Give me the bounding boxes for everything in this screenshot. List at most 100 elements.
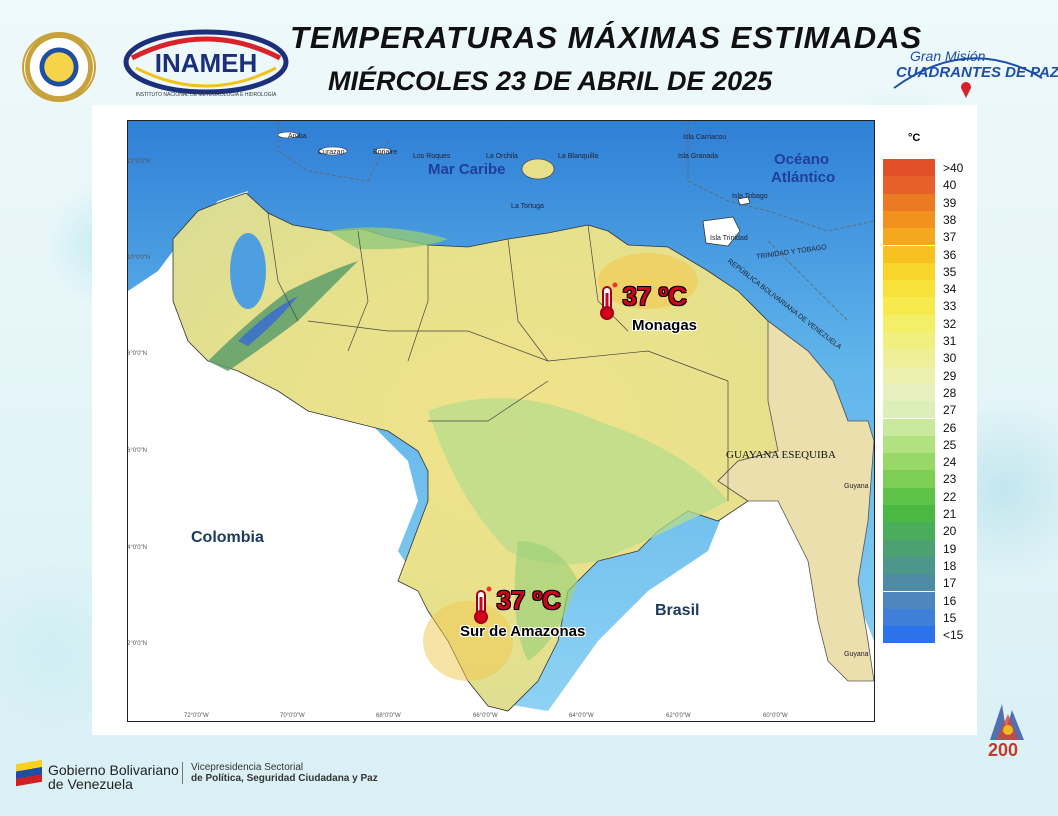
legend-row: 35 <box>882 262 972 281</box>
legend-swatch <box>883 435 935 454</box>
legend-label: 32 <box>943 316 957 331</box>
country-label-brasil: Brasil <box>655 602 700 619</box>
inameh-logo-text: INAMEH <box>155 48 258 78</box>
amazonas-warm-area <box>423 601 513 681</box>
legend-swatch <box>883 262 935 281</box>
legend-swatch <box>883 314 935 332</box>
lon-tick: 70°0'0"W <box>280 713 305 719</box>
hotspot-temperature: 37 ºC <box>496 585 561 616</box>
legend-row: 40 <box>882 176 972 194</box>
island-label: Aruba <box>288 133 307 140</box>
legend-row: 32 <box>882 314 972 332</box>
legend-row: <15 <box>882 626 972 644</box>
legend-label: 17 <box>943 576 957 591</box>
monagas-warm-area <box>598 253 698 309</box>
legend-swatch <box>883 608 935 627</box>
hotspot-region: Sur de Amazonas <box>460 623 586 640</box>
legend-label: 31 <box>943 334 957 348</box>
legend-label: 40 <box>943 178 957 193</box>
legend-swatch <box>883 626 935 644</box>
header: INAMEH INSTITUTO NACIONAL DE METEOROLOGÍ… <box>0 0 1058 105</box>
vicepresidencia-logo: Vicepresidencia Sectorial de Política, S… <box>182 762 378 784</box>
guyana-label: Guyana <box>844 651 869 658</box>
gobierno-line2: de Venezuela <box>48 776 133 792</box>
legend-swatch <box>883 228 935 246</box>
legend-label: 37 <box>943 230 957 245</box>
legend-row: 39 <box>882 193 972 211</box>
legend-label: 30 <box>943 351 957 366</box>
guyana-label: Guyana <box>844 483 869 490</box>
andes-cold-area <box>238 296 298 346</box>
legend-swatch <box>883 297 935 315</box>
neighbor-countries <box>128 191 874 721</box>
state-borders <box>267 212 729 501</box>
island-label: Bonaire <box>373 149 398 156</box>
legend-swatch <box>883 280 935 298</box>
margarita-island <box>521 158 555 180</box>
curazao-island <box>318 146 348 156</box>
legend-row: 38 <box>882 210 972 229</box>
legend-label: 25 <box>943 437 957 452</box>
legend-label: 21 <box>943 507 957 521</box>
temperature-legend: °C >40 40 39 38 37 36 35 34 33 32 31 30 29 28 27 26 25 24… <box>882 132 972 672</box>
legend-label: 24 <box>943 455 957 470</box>
lon-tick: 68°0'0"W <box>376 713 401 719</box>
legend-row: 27 <box>882 401 972 419</box>
lat-tick: 2°0'0"N <box>127 641 148 647</box>
legend-swatch <box>883 453 935 471</box>
gran-mision-line2: CUADRANTES DE PAZ <box>896 64 1058 81</box>
legend-label: <15 <box>943 628 964 643</box>
legend-swatch <box>883 418 935 436</box>
sea-label-caribe: Mar Caribe <box>428 161 506 178</box>
legend-row: 25 <box>882 435 972 454</box>
legend-label: 38 <box>943 212 957 227</box>
legend-swatch <box>883 245 935 263</box>
legend-label: 20 <box>943 524 957 539</box>
ministry-seal-logo <box>22 32 96 102</box>
legend-swatch <box>883 159 935 177</box>
inameh-logo-caption: INSTITUTO NACIONAL DE METEOROLOGÍA E HID… <box>136 91 277 98</box>
lat-tick: 6°0'0"N <box>127 448 148 454</box>
trinidad-island <box>702 216 741 247</box>
legend-label: 27 <box>943 403 957 418</box>
sea-label-atlantico-1: Océano <box>774 151 830 168</box>
map-drawing <box>128 121 874 721</box>
legend-swatch <box>883 210 935 229</box>
legend-swatch <box>883 539 935 557</box>
footer: Gobierno Bolivariano de Venezuela Vicepr… <box>0 750 1058 816</box>
legend-row: 19 <box>882 539 972 557</box>
legend-row: 26 <box>882 418 972 436</box>
temperature-map: Mar Caribe Océano Atlántico Colombia Bra… <box>127 120 875 722</box>
legend-label: 34 <box>943 282 957 297</box>
legend-label: 22 <box>943 489 957 504</box>
legend-label: 28 <box>943 385 957 400</box>
legend-row: 33 <box>882 297 972 315</box>
sea-label-atlantico-2: Atlántico <box>771 169 836 186</box>
gran-mision-line1: Gran Misión <box>910 48 986 64</box>
legend-label: 26 <box>943 420 957 435</box>
amazonas-highlands <box>514 541 578 661</box>
legend-swatch <box>883 487 935 505</box>
legend-row: 36 <box>882 245 972 263</box>
island-label: Isla Trinidad <box>710 235 748 242</box>
island-label: La Tortuga <box>511 203 544 210</box>
gran-mision-arc-icon <box>893 57 1043 98</box>
legend-row: 17 <box>882 574 972 592</box>
legend-row: 24 <box>882 453 972 471</box>
legend-unit: °C <box>908 132 921 144</box>
legend-swatch <box>883 193 935 211</box>
thermometer-icon <box>600 282 618 320</box>
legend-label: 15 <box>943 610 957 625</box>
lat-tick: 8°0'0"N <box>127 351 148 357</box>
gobierno-line1: Gobierno Bolivariano <box>48 762 179 778</box>
legend-label: 36 <box>943 247 957 262</box>
legend-swatch <box>883 349 935 367</box>
legend-row: 18 <box>882 556 972 575</box>
legend-label: >40 <box>943 161 964 175</box>
legend-swatch <box>883 522 935 540</box>
legend-label: 29 <box>943 368 957 383</box>
lon-tick: 66°0'0"W <box>473 713 498 719</box>
hotspot-region: Monagas <box>632 317 698 334</box>
legend-swatch <box>883 383 935 402</box>
legend-swatch <box>883 332 935 350</box>
